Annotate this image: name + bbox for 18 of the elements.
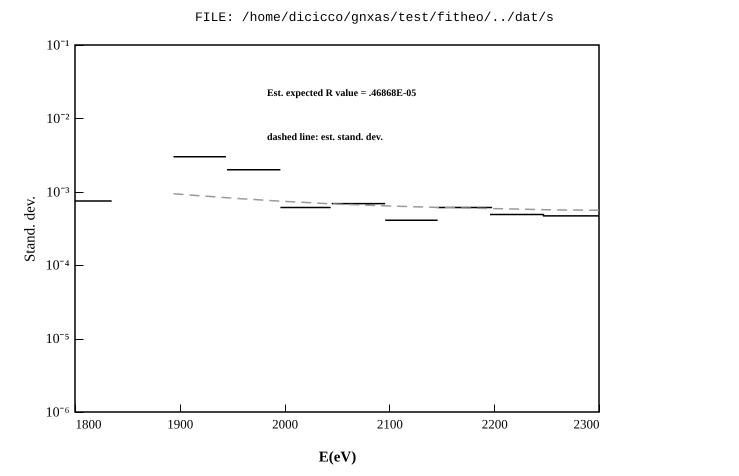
y-tick-label: 10⁻² bbox=[46, 112, 70, 127]
y-tick-label: 10⁻³ bbox=[46, 185, 70, 200]
x-tick-label: 2300 bbox=[574, 416, 600, 432]
y-tick-label: 10⁻⁵ bbox=[46, 332, 70, 348]
x-axis-title: E(eV) bbox=[318, 450, 356, 466]
annotation: dashed line: est. stand. dev. bbox=[267, 132, 384, 143]
y-axis-title: Stand. dev. bbox=[22, 196, 39, 262]
y-tick-label: 10⁻⁴ bbox=[46, 258, 70, 274]
y-tick-label: 10⁻¹ bbox=[46, 38, 70, 54]
annotation: Est. expected R value = .46868E-05 bbox=[267, 88, 416, 99]
x-tick-label: 2100 bbox=[376, 416, 403, 432]
x-tick-label: 2200 bbox=[482, 416, 508, 432]
x-tick-label: 1800 bbox=[76, 416, 102, 432]
x-tick-label: 1900 bbox=[167, 416, 194, 432]
line-series bbox=[172, 193, 600, 212]
chart-title: FILE: /home/dicicco/gnxas/test/fitheo/../dat/s bbox=[195, 10, 554, 25]
x-tick-label: 2000 bbox=[272, 416, 298, 432]
y-tick-label: 10⁻⁶ bbox=[46, 406, 70, 420]
